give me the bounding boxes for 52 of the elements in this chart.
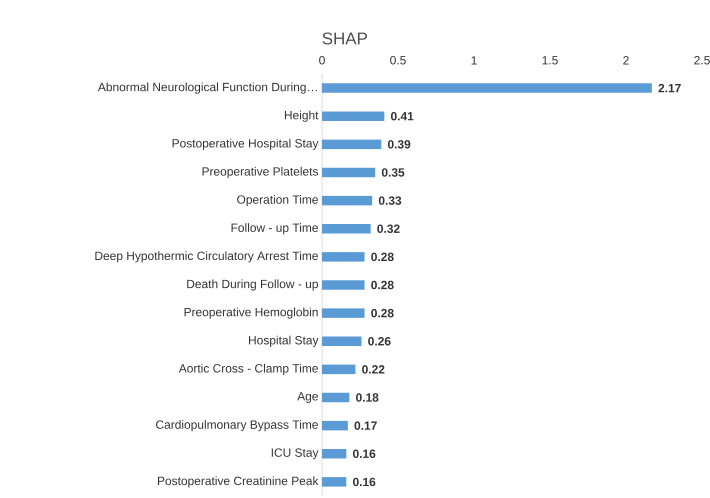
y-tick-label: Aortic Cross - Clamp Time <box>178 364 318 375</box>
y-tick-label: Postoperative Hospital Stay <box>172 138 318 150</box>
y-tick-label: Preoperative Platelets <box>202 166 318 178</box>
data-label: 0.32 <box>377 224 400 233</box>
x-tick-label: 0 <box>319 56 325 64</box>
x-tick-label: 2.5 <box>694 56 710 64</box>
y-tick-label: Height <box>284 110 318 122</box>
y-tick-label: Follow - up Time <box>232 223 318 234</box>
y-tick-label: Hospital Stay <box>249 336 318 347</box>
bar <box>322 168 376 178</box>
y-tick-label: Preoperative Hemoglobin <box>184 308 318 319</box>
data-label: 0.26 <box>368 337 391 346</box>
bar <box>322 449 346 459</box>
data-label: 0.28 <box>371 252 394 262</box>
bar <box>322 224 371 234</box>
data-label: 0.39 <box>388 140 410 149</box>
bar <box>322 392 350 402</box>
bar <box>322 477 346 487</box>
data-label: 0.22 <box>362 365 384 374</box>
x-tick-label: 1.5 <box>542 56 558 64</box>
y-tick-label: Deep Hypothermic Circulatory Arrest Time <box>95 251 318 262</box>
x-tick-label: 0.5 <box>390 56 406 64</box>
x-tick-label: 2 <box>623 56 629 64</box>
bar <box>322 252 365 262</box>
data-label: 0.28 <box>371 280 394 290</box>
bar <box>322 420 348 430</box>
bar <box>322 111 384 121</box>
data-label: 0.16 <box>352 478 376 486</box>
y-tick-label: Abnormal Neurological Function During… <box>98 82 317 94</box>
bar <box>322 336 362 346</box>
bar <box>322 83 652 93</box>
bar <box>322 364 356 374</box>
data-label: 0.41 <box>390 112 414 120</box>
data-label: 0.17 <box>354 421 377 430</box>
data-label: 0.35 <box>382 168 404 177</box>
y-tick-label: Death During Follow - up <box>187 279 318 291</box>
data-label: 0.28 <box>371 308 394 318</box>
data-label: 2.17 <box>658 84 681 92</box>
y-tick-label: Cardiopulmonary Bypass Time <box>156 420 318 432</box>
y-tick-label: ICU Stay <box>272 448 318 460</box>
bar <box>322 140 382 150</box>
data-label: 0.18 <box>356 393 378 402</box>
y-tick-label: Age <box>297 392 318 403</box>
chart-title: SHAP <box>322 32 367 44</box>
bar <box>322 196 372 206</box>
x-tick-label: 1 <box>472 56 477 64</box>
bar <box>322 280 365 290</box>
data-label: 0.33 <box>378 196 402 205</box>
y-tick-label: Postoperative Creatinine Peak <box>158 476 318 488</box>
bar <box>322 308 365 318</box>
data-label: 0.16 <box>352 450 376 458</box>
y-tick-label: Operation Time <box>237 195 318 206</box>
